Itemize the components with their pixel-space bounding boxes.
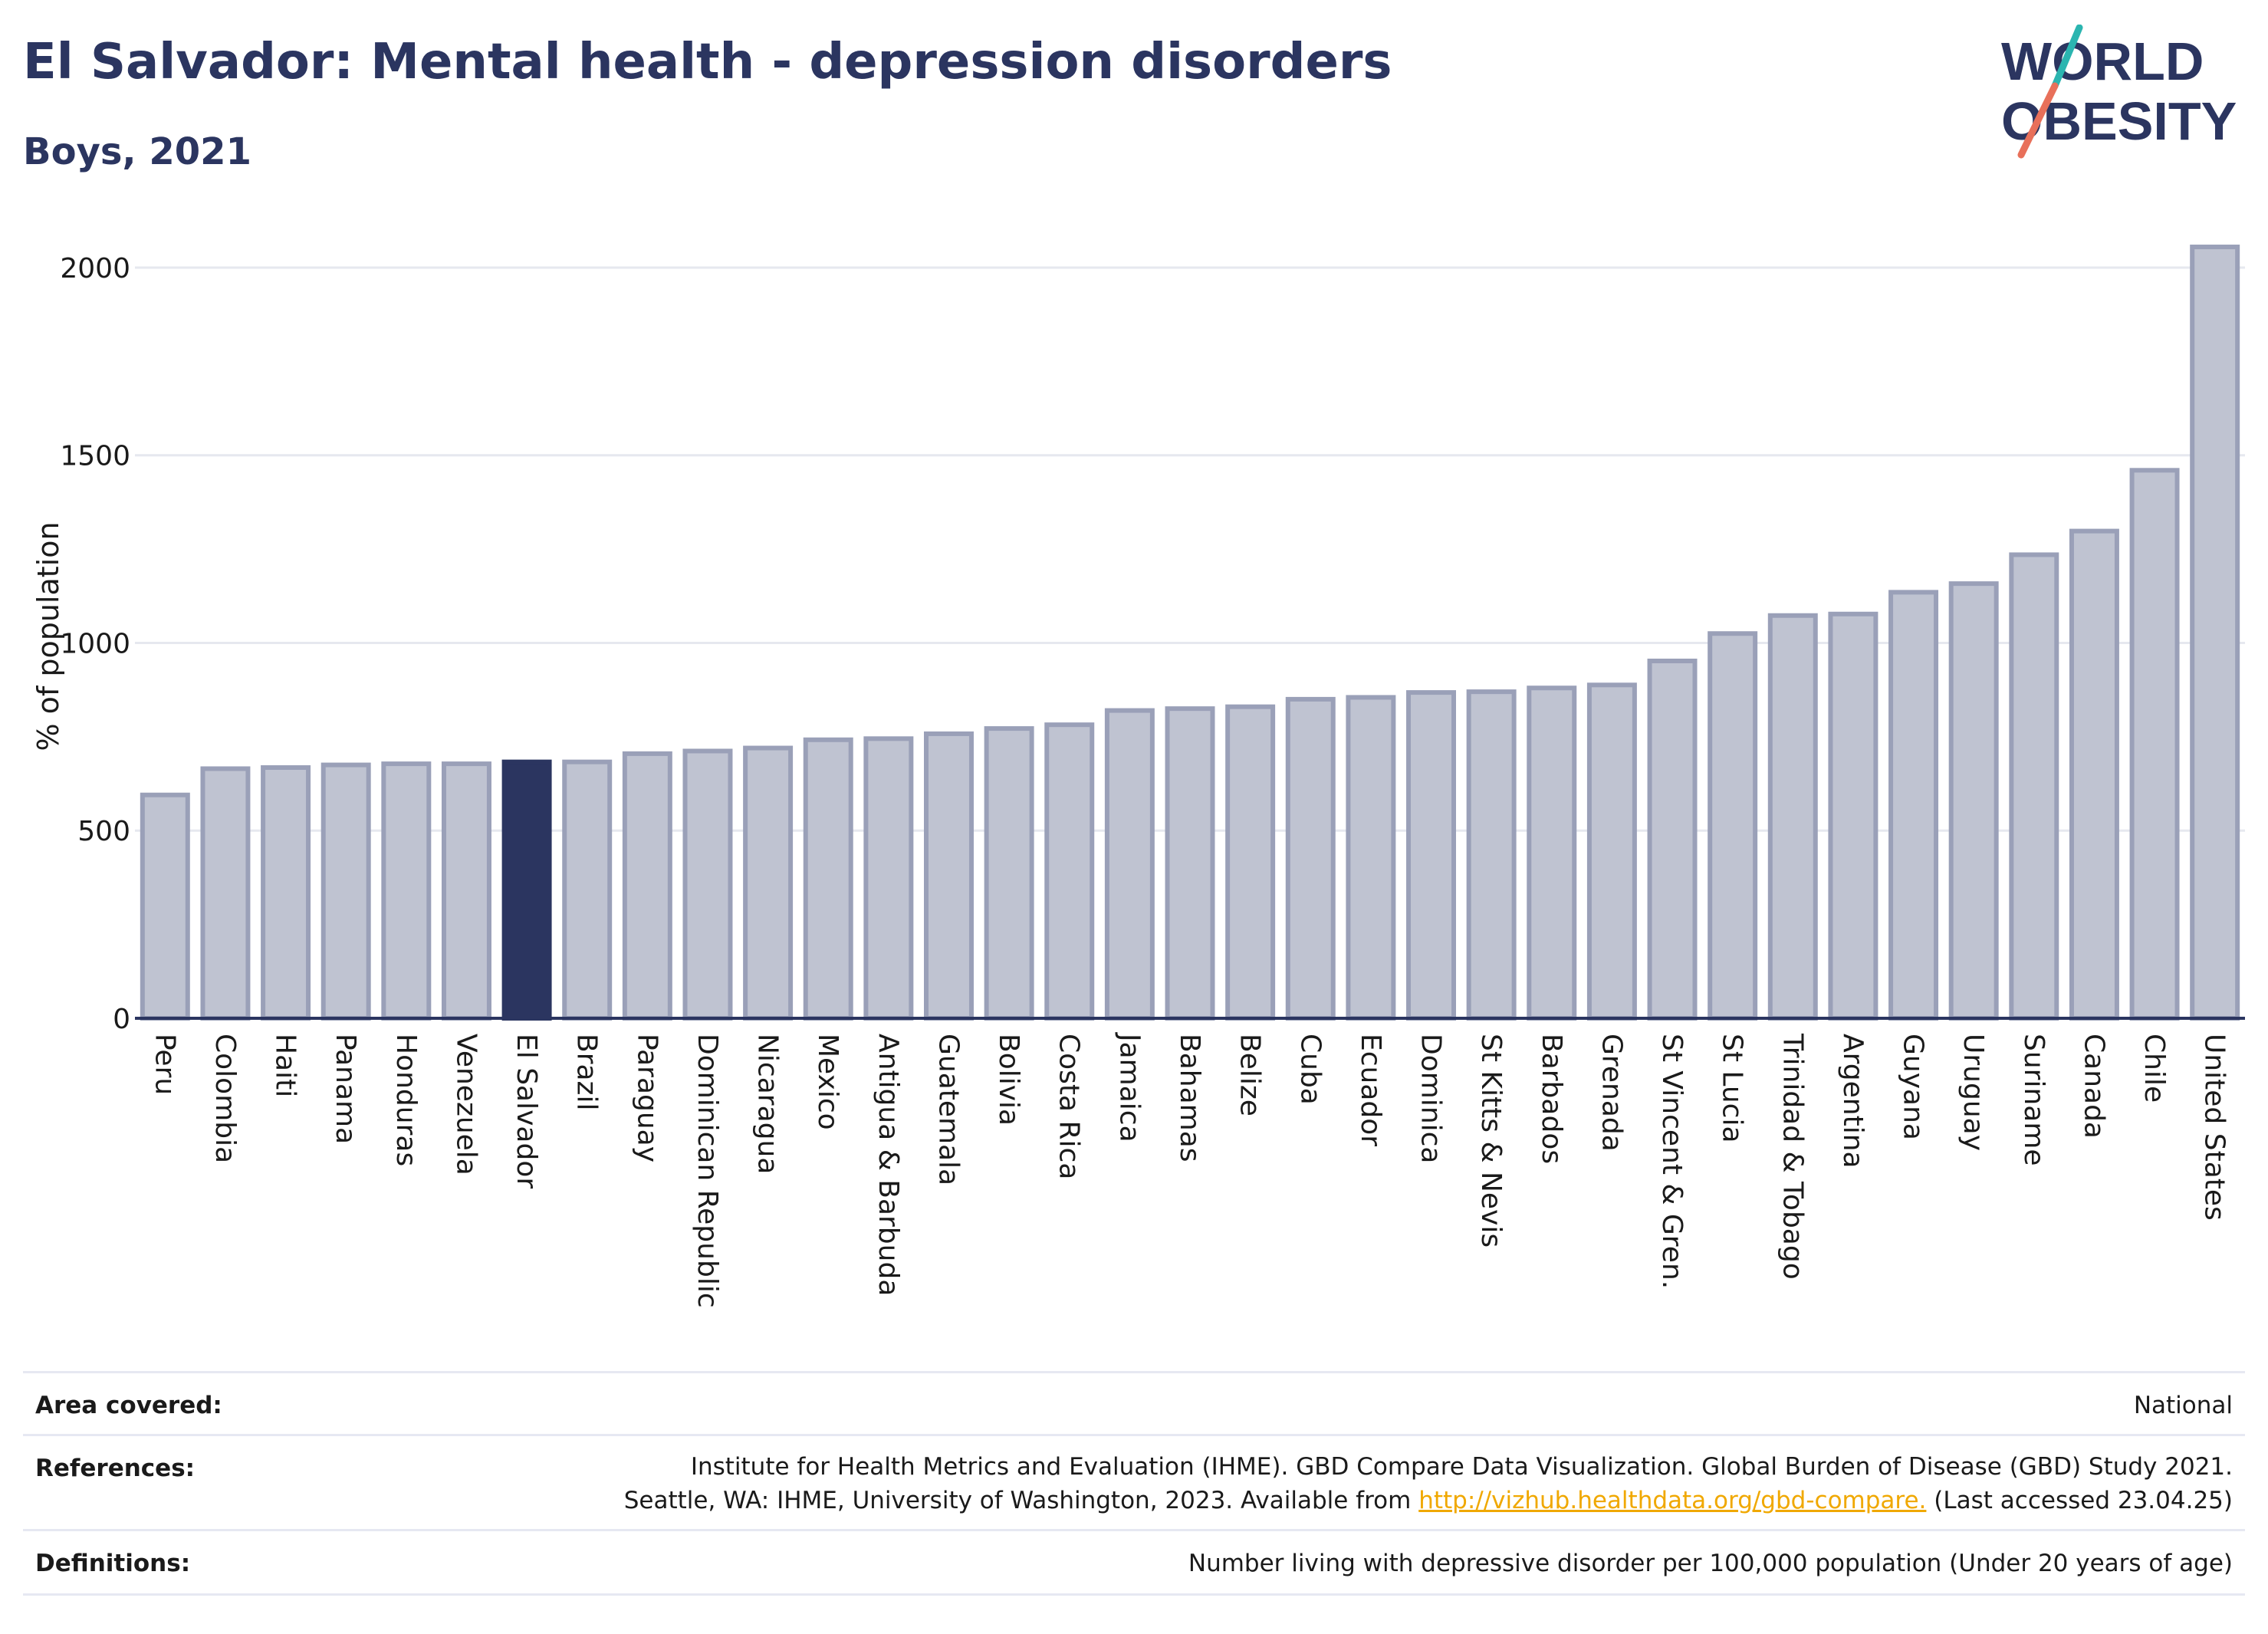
x-tick-label: Uruguay xyxy=(1957,1034,1989,1151)
x-tick-label: El Salvador xyxy=(511,1034,542,1189)
footer-area-row: Area covered: National xyxy=(23,1371,2245,1436)
x-tick-label: Suriname xyxy=(2018,1034,2049,1166)
footer-bottom-border xyxy=(23,1593,2245,1596)
x-tick-label: United States xyxy=(2199,1034,2230,1221)
bar-guyana xyxy=(1888,590,1939,1021)
y-tick-label: 0 xyxy=(113,1004,130,1035)
x-tick-label: Peru xyxy=(149,1034,180,1095)
bar-dominica xyxy=(1406,690,1456,1021)
bar-belize xyxy=(1225,704,1276,1021)
bar-argentina xyxy=(1828,611,1878,1021)
bar-peru xyxy=(140,792,190,1021)
definitions-value: Number living with depressive disorder p… xyxy=(1188,1550,2233,1577)
world-obesity-logo: WORLD OBESITY xyxy=(2001,25,2237,159)
x-tick-label: Mexico xyxy=(812,1034,843,1130)
bar-venezuela xyxy=(441,761,491,1021)
x-tick-label: Ecuador xyxy=(1355,1034,1386,1146)
bar-guatemala xyxy=(924,731,974,1021)
y-tick-label: 1500 xyxy=(60,441,130,472)
bar-haiti xyxy=(261,764,311,1021)
bar-panama xyxy=(320,762,371,1021)
footer-references-row: References: Institute for Health Metrics… xyxy=(23,1434,2245,1531)
x-tick-label: Cuba xyxy=(1294,1034,1326,1105)
area-covered-value: National xyxy=(2133,1392,2233,1419)
bar-canada xyxy=(2069,528,2119,1021)
x-tick-labels: Peru Colombia Haiti Panama Honduras Venezuela… xyxy=(149,1032,2230,1308)
references-link[interactable]: http://vizhub.healthdata.org/gbd-compare… xyxy=(1418,1487,1927,1514)
references-line1: Institute for Health Metrics and Evaluat… xyxy=(690,1453,2233,1481)
bar-paraguay xyxy=(622,751,672,1021)
logo-slash-top xyxy=(2051,25,2083,90)
x-tick-label: Haiti xyxy=(270,1034,301,1097)
bar-nicaragua xyxy=(743,745,794,1021)
x-tick-label: Guyana xyxy=(1898,1034,1929,1140)
x-tick-label: Belize xyxy=(1234,1034,1266,1116)
x-tick-label: Argentina xyxy=(1837,1034,1869,1169)
x-tick-label: Dominica xyxy=(1415,1034,1447,1164)
bar-antigua-barbuda xyxy=(863,736,914,1021)
references-text: Institute for Health Metrics and Evaluat… xyxy=(624,1450,2233,1517)
x-tick-label: Barbados xyxy=(1536,1034,1567,1164)
references-label: References: xyxy=(35,1455,196,1482)
bar-costa-rica xyxy=(1044,722,1095,1021)
logo-line1: WORLD xyxy=(2001,31,2204,91)
page-subtitle: Boys, 2021 xyxy=(23,130,251,173)
y-tick-label: 500 xyxy=(77,816,130,847)
x-tick-label: Trinidad & Tobago xyxy=(1777,1033,1808,1280)
y-tick-label: 2000 xyxy=(60,253,130,284)
bar-chile xyxy=(2129,468,2180,1021)
x-tick-label: Grenada xyxy=(1596,1034,1627,1152)
x-tick-label: Guatemala xyxy=(932,1034,964,1185)
x-tick-label: Honduras xyxy=(390,1034,422,1166)
bar-brazil xyxy=(562,759,613,1021)
x-tick-label: St Lucia xyxy=(1717,1034,1748,1143)
area-covered-label: Area covered: xyxy=(35,1392,222,1419)
references-line2: Seattle, WA: IHME, University of Washing… xyxy=(623,1487,2233,1514)
x-tick-label: Paraguay xyxy=(631,1034,662,1162)
bar-honduras xyxy=(381,761,432,1021)
bar-st-kitts-nevis xyxy=(1466,689,1517,1021)
bar-dominican-republic xyxy=(682,748,733,1021)
x-tick-label: Brazil xyxy=(571,1034,603,1110)
x-tick-label: Dominican Republic xyxy=(692,1034,723,1308)
bar-suriname xyxy=(2009,552,2059,1021)
bar-chart: 0 500 1000 1500 2000 Peru Colombia Haiti Panama… xyxy=(31,245,2245,1308)
bar-united-states xyxy=(2190,245,2240,1021)
page-title: El Salvador: Mental health - depression … xyxy=(23,34,1392,90)
x-tick-label: St Kitts & Nevis xyxy=(1475,1034,1507,1248)
bar-grenada xyxy=(1586,682,1637,1021)
logo-slash-bottom xyxy=(2017,82,2059,159)
x-tick-label: St Vincent & Gren. xyxy=(1656,1034,1688,1289)
bar-cuba xyxy=(1285,696,1336,1021)
bar-jamaica xyxy=(1104,708,1155,1021)
bar-barbados xyxy=(1527,685,1577,1021)
x-tick-label: Bolivia xyxy=(993,1034,1024,1126)
x-tick-label: Colombia xyxy=(209,1034,241,1163)
x-tick-label: Canada xyxy=(2078,1034,2109,1139)
x-tick-label: Bahamas xyxy=(1174,1034,1205,1162)
bar-colombia xyxy=(200,766,251,1021)
bar-bahamas xyxy=(1165,706,1215,1021)
bar-el-salvador xyxy=(501,759,552,1021)
bars xyxy=(140,245,2240,1021)
definitions-label: Definitions: xyxy=(35,1550,191,1577)
x-tick-label: Chile xyxy=(2138,1034,2170,1103)
y-tick-label: 1000 xyxy=(60,628,130,659)
bar-trinidad-tobago xyxy=(1767,613,1818,1021)
x-tick-label: Jamaica xyxy=(1113,1032,1145,1142)
footer-definitions-row: Definitions: Number living with depressi… xyxy=(23,1529,2245,1596)
bar-mexico xyxy=(803,737,853,1021)
bar-uruguay xyxy=(1948,581,1999,1021)
bar-st-vincent-gren- xyxy=(1647,658,1698,1021)
x-tick-label: Costa Rica xyxy=(1053,1034,1085,1179)
bar-bolivia xyxy=(984,726,1034,1021)
x-tick-label: Antigua & Barbuda xyxy=(873,1034,904,1296)
y-tick-labels: 0 500 1000 1500 2000 xyxy=(60,253,130,1035)
bar-ecuador xyxy=(1346,695,1396,1021)
x-tick-label: Venezuela xyxy=(450,1034,482,1175)
x-tick-label: Panama xyxy=(330,1034,361,1144)
y-axis-title: % of population xyxy=(31,521,65,751)
x-tick-label: Nicaragua xyxy=(752,1034,784,1174)
bar-st-lucia xyxy=(1708,631,1758,1021)
